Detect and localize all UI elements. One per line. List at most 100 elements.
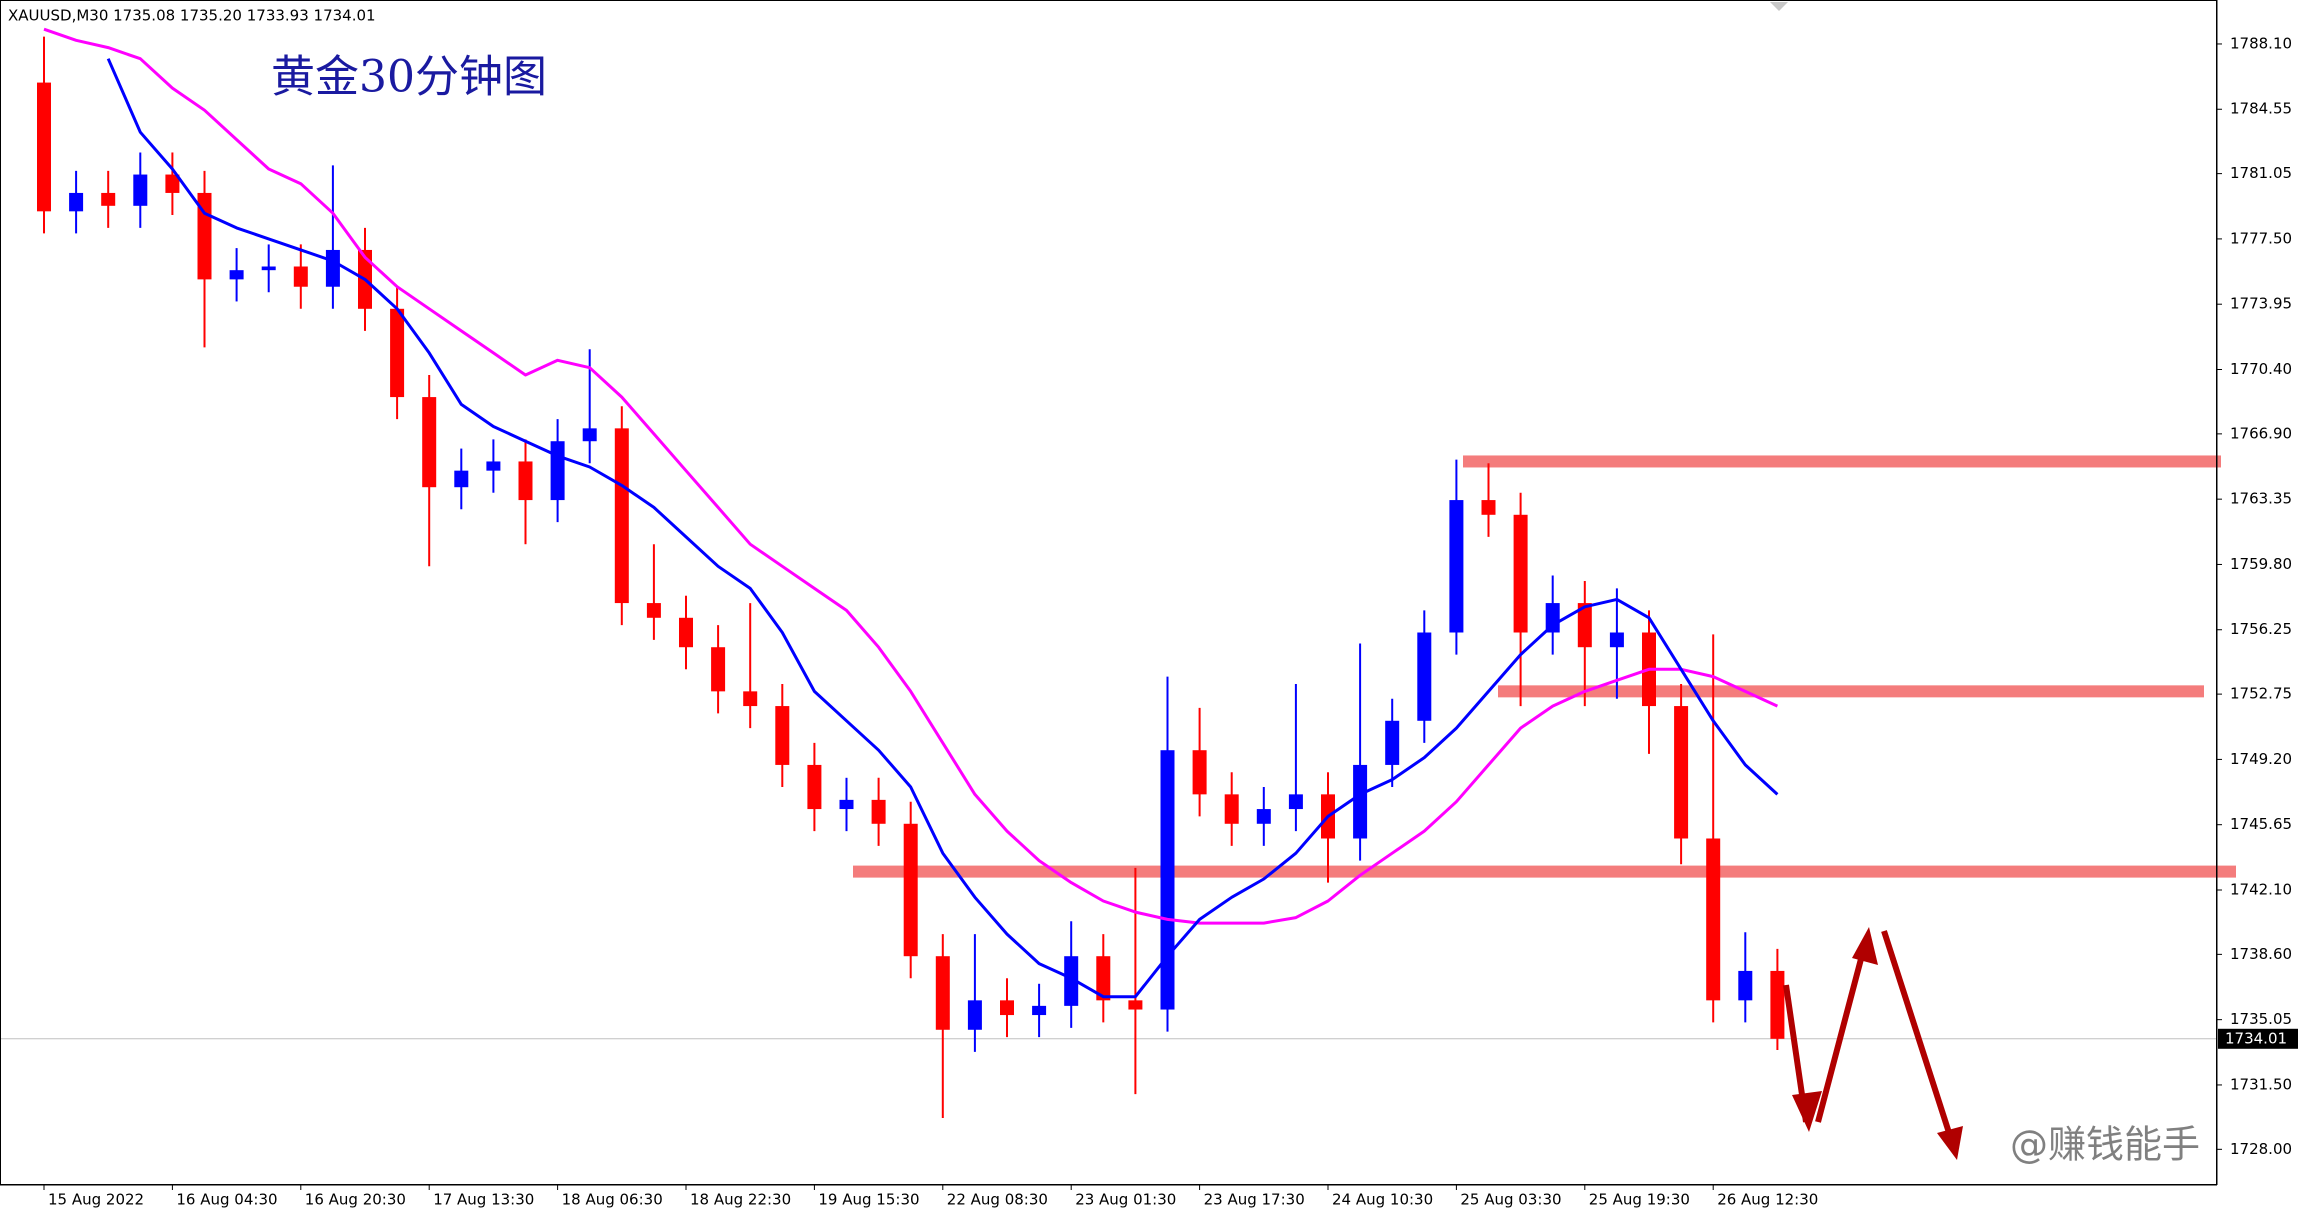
last-price-tag: [2218, 1028, 2298, 1049]
x-tick-label: 23 Aug 01:30: [1075, 1191, 1176, 1209]
candle-body: [1545, 603, 1560, 633]
y-tick-label: 1738.60: [2230, 945, 2292, 963]
x-tick-label: 26 Aug 12:30: [1717, 1191, 1818, 1209]
candle-body: [454, 470, 469, 488]
candle-body: [69, 192, 84, 212]
x-tick-label: 19 Aug 15:30: [818, 1191, 919, 1209]
candle-body: [293, 266, 308, 287]
y-tick-label: 1788.10: [2230, 34, 2292, 52]
y-tick-label: 1777.50: [2230, 229, 2292, 247]
resistance-zone: [1463, 455, 2221, 468]
arrow-up: [1815, 939, 1869, 1123]
candle-body: [1256, 809, 1271, 824]
candle-body: [1706, 838, 1721, 1001]
x-tick-label: 25 Aug 03:30: [1460, 1191, 1561, 1209]
candle-body: [229, 270, 244, 280]
candle-body: [967, 1000, 982, 1030]
moving-average: [43, 27, 1779, 925]
candle-body: [1128, 1000, 1143, 1010]
candle-body: [486, 461, 501, 471]
resistance-zone: [853, 865, 2236, 878]
candle-body: [1192, 750, 1207, 795]
y-tick-label: 1781.05: [2230, 164, 2292, 182]
candle-body: [903, 823, 918, 957]
x-tick-label: 18 Aug 22:30: [690, 1191, 791, 1209]
candle-body: [1481, 500, 1496, 515]
y-tick-label: 1770.40: [2230, 360, 2292, 378]
arrowhead: [1937, 1126, 1963, 1160]
candle-body: [711, 647, 726, 692]
candle-body: [1064, 956, 1079, 1006]
x-tick-label: 18 Aug 06:30: [562, 1191, 663, 1209]
chart-title: 黄金30分钟图: [271, 52, 547, 103]
candle-body: [1353, 764, 1368, 839]
plot-border: [0, 0, 2217, 1185]
candle-body: [133, 174, 148, 206]
candle-body: [1160, 750, 1175, 1010]
y-tick-label: 1749.20: [2230, 750, 2292, 768]
y-tick-label: 1756.25: [2230, 620, 2292, 638]
candle-body: [1770, 970, 1785, 1039]
candle-body: [422, 397, 437, 488]
plot-area: [0, 27, 2236, 1119]
symbol-header: XAUUSD,M30 1735.08 1735.20 1733.93 1734.…: [8, 7, 376, 25]
candle-body: [390, 308, 405, 398]
candle-body: [518, 461, 533, 501]
candle-body: [1032, 1005, 1047, 1016]
candle-body: [1417, 632, 1432, 721]
candle-body: [743, 691, 758, 707]
x-tick-label: 16 Aug 20:30: [305, 1191, 406, 1209]
candle-body: [1577, 603, 1592, 648]
y-tick-label: 1728.00: [2230, 1140, 2292, 1158]
arrowhead: [1792, 1091, 1822, 1132]
candle-body: [646, 603, 661, 618]
y-tick-label: 1763.35: [2230, 490, 2292, 508]
x-tick-label: 16 Aug 04:30: [176, 1191, 277, 1209]
candle-body: [261, 266, 276, 271]
last-price-label: 1734.01: [2225, 1029, 2287, 1047]
y-tick-label: 1773.95: [2230, 295, 2292, 313]
candle-body: [1288, 794, 1303, 810]
candle-body: [582, 428, 597, 442]
x-tick-label: 17 Aug 13:30: [433, 1191, 534, 1209]
candle-body: [935, 956, 950, 1030]
candle-body: [775, 706, 790, 765]
y-tick-label: 1766.90: [2230, 424, 2292, 442]
candle-body: [1609, 632, 1624, 648]
candle-body: [871, 799, 886, 824]
candle-body: [101, 192, 116, 206]
candle-body: [839, 799, 854, 810]
y-tick-label: 1731.50: [2230, 1075, 2292, 1093]
candle-body: [1449, 500, 1464, 633]
candle-body: [325, 249, 340, 287]
candle-body: [37, 82, 51, 212]
candle-body: [1738, 970, 1753, 1001]
arrows: [1783, 927, 1963, 1160]
watermark: @赚钱能手: [2010, 1123, 2200, 1167]
y-tick-label: 1735.05: [2230, 1010, 2292, 1028]
resistance-zone: [1498, 685, 2204, 698]
arrowhead: [1852, 927, 1878, 965]
moving-average: [106, 58, 1779, 999]
candle-body: [1000, 1000, 1014, 1016]
x-tick-label: 22 Aug 08:30: [947, 1191, 1048, 1209]
candle-body: [614, 428, 629, 604]
x-tick-label: 15 Aug 2022: [48, 1191, 144, 1209]
candle-body: [1096, 956, 1111, 1001]
candle-body: [1513, 514, 1528, 633]
candle-body: [1224, 794, 1239, 824]
shift-marker: [1770, 2, 1788, 11]
x-tick-label: 24 Aug 10:30: [1332, 1191, 1433, 1209]
x-tick-label: 25 Aug 19:30: [1589, 1191, 1690, 1209]
candle-body: [807, 764, 822, 810]
candle-body: [1385, 720, 1400, 765]
y-tick-label: 1759.80: [2230, 555, 2292, 573]
y-tick-label: 1745.65: [2230, 815, 2292, 833]
y-tick-label: 1784.55: [2230, 100, 2292, 118]
y-tick-label: 1742.10: [2230, 880, 2292, 898]
x-tick-label: 23 Aug 17:30: [1204, 1191, 1305, 1209]
arrow-down: [1881, 930, 1955, 1143]
candle-body: [679, 617, 693, 648]
